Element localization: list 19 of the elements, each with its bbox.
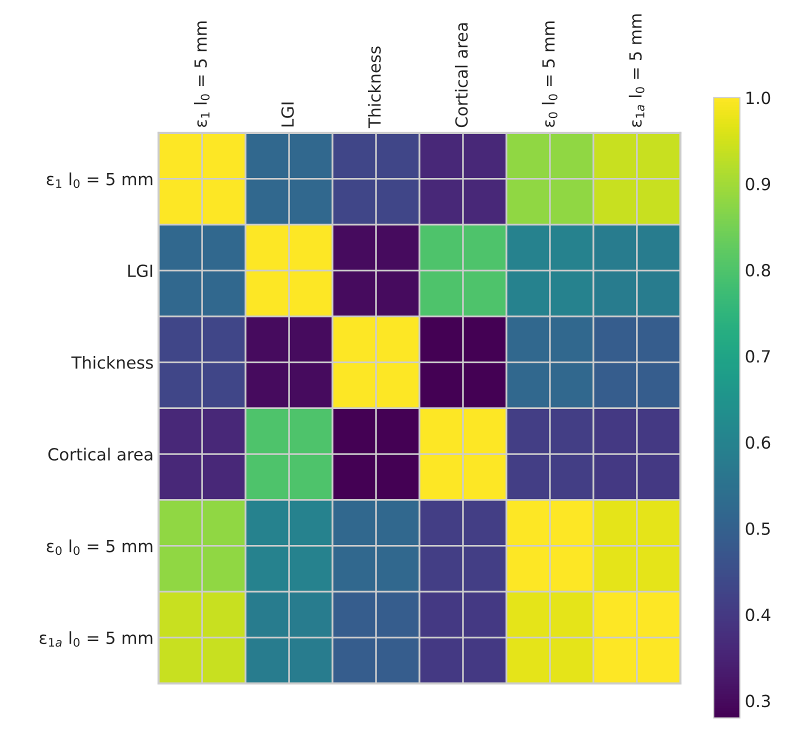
x-tick-label: ε$_{0}$ l$_{0}$ = 5 mm: [542, 22, 558, 127]
y-tick-label: ε$_{1}$ l$_{0}$ = 5 mm: [46, 172, 152, 188]
color-bar-label: 1.0: [746, 92, 770, 104]
color-bar-label: 0.8: [746, 264, 770, 277]
y-tick-label: ε$_{0}$ l$_{0}$ = 5 mm: [46, 539, 152, 556]
x-tick-label: Cortical area: [454, 23, 468, 128]
color-bar-label: 0.7: [746, 350, 770, 363]
y-tick-label: ε$_{1a}$ l$_{0}$ = 5 mm: [40, 631, 152, 647]
color-bar-label: 0.9: [746, 178, 770, 190]
x-tick-label: ε$_{1a}$ l$_{0}$ = 5 mm: [628, 14, 644, 127]
x-tick-label: LGI: [281, 102, 294, 126]
color-bar-label: 0.6: [746, 436, 770, 449]
y-tick-label: Cortical area: [48, 448, 152, 461]
color-bar-label: 0.5: [746, 522, 770, 535]
y-tick-label: LGI: [128, 264, 152, 278]
color-bar-label: 0.4: [746, 608, 770, 622]
x-tick-label: Thickness: [368, 46, 381, 128]
y-tick-label: Thickness: [71, 356, 153, 369]
color-bar-label: 0.3: [746, 694, 770, 708]
